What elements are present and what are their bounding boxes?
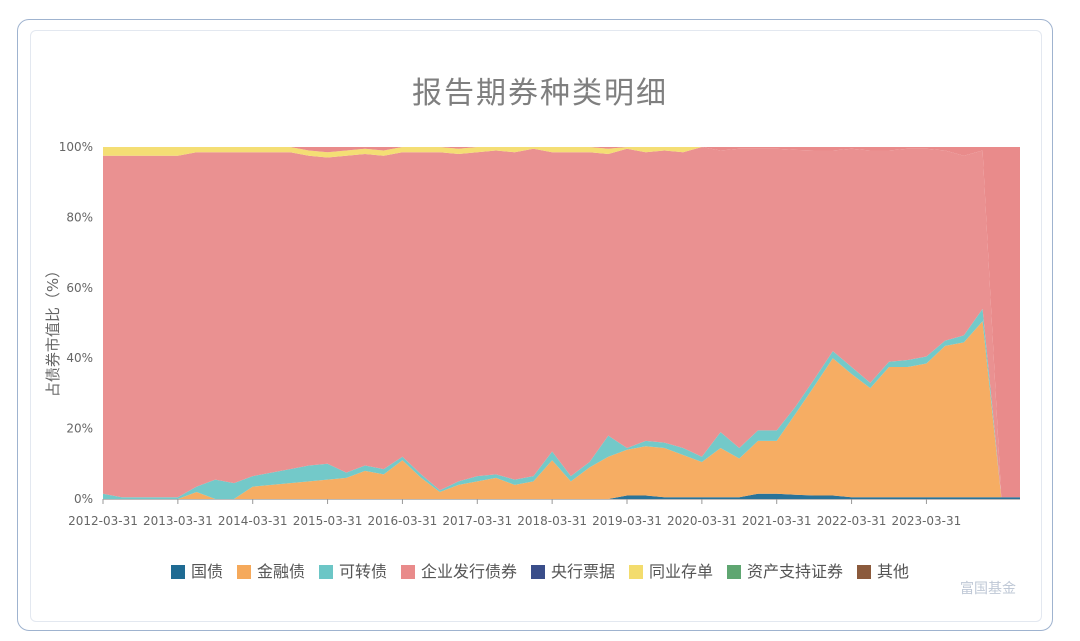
legend-swatch [400, 565, 415, 579]
area-series-1 [103, 321, 1020, 499]
legend-swatch [318, 565, 333, 579]
legend-swatch [727, 565, 742, 579]
legend-item[interactable]: 企业发行债券 [400, 558, 517, 582]
y-tick-label: 60% [66, 281, 93, 295]
x-tick-label: 2012-03-31 [68, 514, 138, 528]
x-tick-label: 2016-03-31 [368, 514, 438, 528]
legend-item[interactable]: 其他 [857, 558, 909, 582]
legend-label: 其他 [877, 562, 910, 581]
x-axis-ticks: 2012-03-31 2013-03-31 2014-03-31 2015-03-31… [68, 499, 961, 528]
x-tick-label: 2013-03-31 [143, 514, 213, 528]
legend-label: 同业存单 [649, 562, 714, 581]
legend: 国债 金融债 可转债 企业发行债券 央行票据 同业存单 资产支持证券 其他 [0, 558, 1080, 582]
legend-item[interactable]: 可转债 [318, 558, 387, 582]
x-tick-label: 2019-03-31 [592, 514, 662, 528]
y-tick-label: 40% [66, 351, 93, 365]
y-tick-label: 0% [74, 492, 93, 506]
watermark-text: 富国基金 [960, 581, 1016, 597]
legend-label: 可转债 [338, 562, 387, 581]
y-axis-label: 占债券市值比（%） [44, 263, 62, 397]
area-series-0 [103, 493, 1020, 499]
legend-label: 资产支持证券 [747, 562, 844, 581]
x-tick-label: 2021-03-31 [742, 514, 812, 528]
legend-item[interactable]: 金融债 [236, 558, 305, 582]
legend-label: 金融债 [256, 562, 305, 581]
x-tick-label: 2022-03-31 [817, 514, 887, 528]
legend-item[interactable]: 资产支持证券 [727, 558, 843, 582]
x-tick-label: 2014-03-31 [218, 514, 288, 528]
y-axis-ticks: 0% 20% 40% 60% 80% 100% [59, 140, 93, 506]
legend-item[interactable]: 同业存单 [629, 558, 713, 582]
y-tick-label: 80% [66, 210, 93, 224]
legend-item[interactable]: 央行票据 [531, 558, 615, 582]
x-tick-label: 2018-03-31 [517, 514, 587, 528]
legend-label: 企业发行债券 [420, 562, 517, 581]
y-tick-label: 20% [66, 422, 93, 436]
chart-panel [30, 30, 1042, 622]
legend-swatch [236, 565, 251, 579]
legend-label: 国债 [190, 562, 223, 581]
area-series-3 [103, 147, 1020, 498]
x-tick-label: 2017-03-31 [442, 514, 512, 528]
legend-swatch [857, 565, 872, 579]
x-tick-label: 2015-03-31 [293, 514, 363, 528]
legend-item[interactable]: 国债 [170, 558, 223, 582]
legend-label: 央行票据 [551, 562, 616, 581]
legend-swatch [170, 565, 185, 579]
chart-title: 报告期券种类明细 [412, 76, 668, 111]
legend-swatch [629, 565, 644, 579]
y-tick-label: 100% [59, 140, 93, 154]
x-tick-label: 2020-03-31 [667, 514, 737, 528]
legend-swatch [531, 565, 545, 579]
x-tick-label: 2023-03-31 [892, 514, 962, 528]
area-layer [103, 147, 1020, 499]
